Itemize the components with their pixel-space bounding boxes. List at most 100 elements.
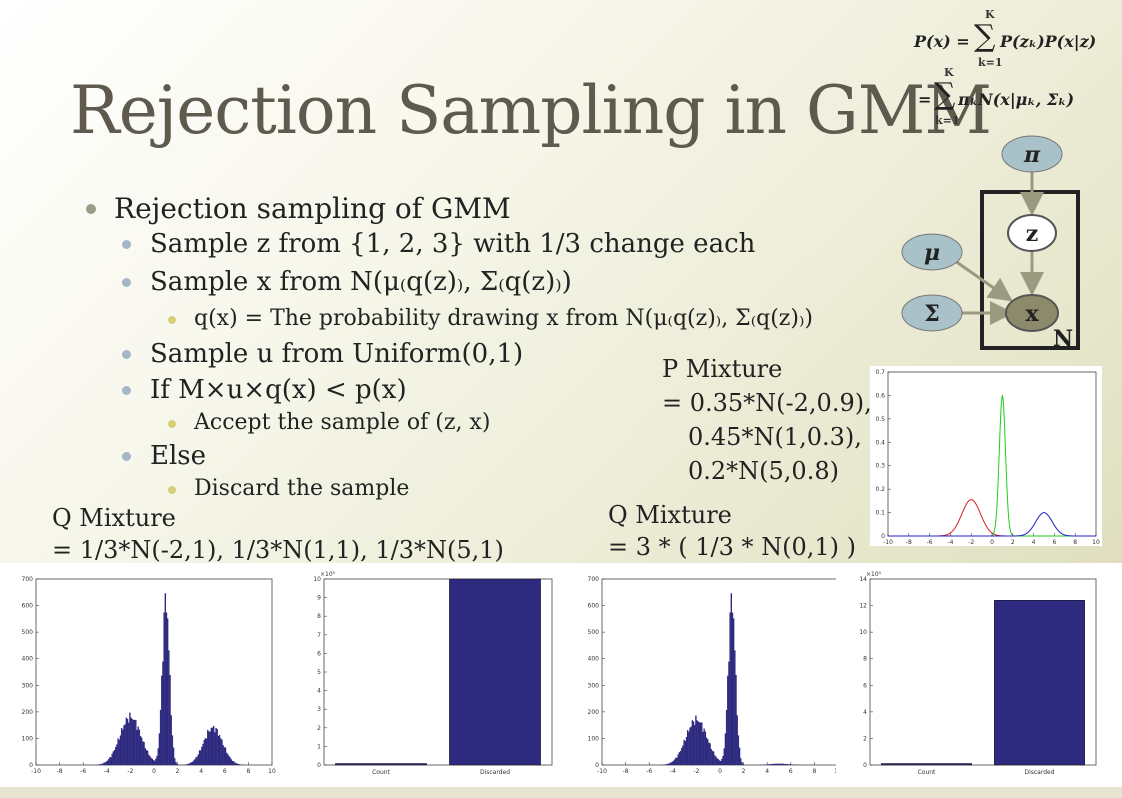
histogram-bar: [684, 741, 686, 765]
y-tick-label: 0.3: [875, 463, 885, 470]
histogram-bar: [678, 752, 681, 765]
histogram-bar: [105, 761, 107, 765]
plot-frame: [887, 371, 1097, 537]
formula-line1-right: P(zₖ)P(x|z): [1000, 32, 1097, 51]
histogram-bar: [786, 764, 788, 765]
q-mixture-right-formula: = 3 * ( 1/3 * N(0,1) ): [608, 533, 857, 561]
y-tick-label: 0: [863, 762, 867, 769]
node-pi: [1001, 135, 1063, 173]
graphical-model: π z μ Σ x N: [901, 135, 1080, 352]
node-x: [1005, 294, 1059, 332]
count-bar: [335, 763, 427, 766]
formula-line1-left: P(x) =: [914, 32, 970, 51]
category-label: Discarded: [1024, 769, 1054, 776]
histogram-bar: [664, 764, 666, 765]
y-tick-label: 0.6: [875, 392, 885, 399]
sum-symbol: ∑: [974, 19, 996, 54]
bullet-dot: [122, 350, 131, 359]
histogram-bar: [203, 740, 205, 765]
label-x: x: [1025, 301, 1039, 327]
label-mu: μ: [924, 240, 940, 266]
histogram-bar: [686, 730, 689, 765]
histogram-bar: [775, 763, 777, 765]
histogram-bar: [128, 722, 130, 765]
histogram-bar: [738, 747, 741, 765]
histogram-bar: [165, 612, 168, 765]
histogram-bar: [149, 756, 151, 765]
histogram-bar: [220, 738, 222, 765]
histogram-bar: [701, 722, 703, 765]
bullet-dot: [122, 386, 131, 395]
x-tick-label: 2: [742, 768, 746, 775]
x-tick-label: -2: [968, 539, 974, 546]
histogram-bar: [163, 612, 165, 765]
histogram-bar: [135, 719, 137, 765]
histogram-bar: [120, 728, 123, 765]
histogram-bar: [768, 764, 770, 765]
y-tick-label: 200: [22, 709, 34, 716]
x-tick-label: 2: [1011, 539, 1015, 546]
y-tick-label: 2: [863, 735, 867, 742]
histogram-bar: [211, 727, 214, 765]
histogram-bar: [150, 757, 152, 765]
histogram-bar: [139, 735, 142, 765]
histogram-bar: [104, 762, 106, 765]
p-mixture-chart: 0 0.1 0.2 0.3 0.4 0.5 0.6 0.7 -10 -8 -6 -4 -2 0 2 4 6 8 10: [870, 366, 1102, 546]
histogram-bar: [200, 750, 202, 765]
count-right-svg: 0 2 4 6 8 10 12 14×10⁵ Count Discarded: [859, 571, 1097, 776]
histogram-bar: [737, 735, 740, 765]
sum-top-1: K: [985, 8, 995, 21]
histogram-bar: [166, 618, 169, 765]
bullet-rejection-sampling: Rejection sampling of GMM: [114, 192, 511, 225]
histogram-bar: [188, 763, 190, 765]
bullet-dot: [122, 240, 131, 249]
histogram-bar: [783, 763, 786, 765]
histogram-bar: [691, 720, 694, 765]
x-tick-label: 6: [789, 768, 793, 775]
histogram-bar: [133, 719, 136, 765]
histogram-bar: [729, 612, 731, 765]
histogram-bar: [770, 764, 773, 765]
y-tick-label: 0: [317, 762, 321, 769]
histogram-bar: [130, 717, 132, 765]
histogram-bar: [204, 738, 207, 765]
histogram-bar: [666, 763, 669, 765]
y-tick-label: 7: [317, 632, 321, 639]
histogram-bar: [190, 762, 192, 765]
y-tick-label: 10: [859, 629, 867, 636]
histogram-bar: [201, 746, 203, 765]
formula-line2-right: πₖN(x|μₖ, Σₖ): [958, 90, 1075, 109]
histogram-bar: [125, 717, 128, 765]
bullet-sample-x: Sample x from N(μ₍q(z)₎, Σ₍q(z)₎): [150, 267, 572, 297]
p-mixture-svg: 0 0.1 0.2 0.3 0.4 0.5 0.6 0.7 -10 -8 -6 -4 -2 0 2 4 6 8 10: [875, 369, 1100, 546]
count-left-svg: 0 1 2 3 4 5 6 7 8 9 10×10⁵ Count Discarded: [313, 571, 553, 776]
histogram-bar: [237, 763, 240, 765]
bullet-dot: [168, 486, 176, 494]
histogram-bar: [681, 747, 683, 765]
y-tick-label: 300: [588, 682, 600, 689]
histogram-bar: [766, 764, 768, 765]
histogram-bar: [790, 764, 793, 765]
x-tick-label: -6: [80, 768, 86, 775]
x-tick-label: 10: [834, 768, 836, 775]
y-tick-label: 8: [317, 613, 321, 620]
label-z: z: [1026, 221, 1039, 247]
histogram-bar: [773, 763, 775, 765]
histogram-bar: [736, 715, 738, 765]
histogram-bar: [714, 755, 716, 765]
sum-symbol: ∑: [934, 77, 956, 112]
histogram-bar: [677, 754, 679, 765]
y-tick-label: 400: [588, 656, 600, 663]
histogram-bar: [174, 758, 176, 765]
histogram-bar: [222, 745, 224, 765]
histogram-bar: [782, 763, 784, 765]
plot-frame: [35, 578, 273, 766]
y-tick-label: 0.2: [875, 486, 885, 493]
bullet-sample-u: Sample u from Uniform(0,1): [150, 339, 524, 369]
histogram-bar: [692, 721, 695, 765]
histogram-bar: [146, 750, 149, 765]
histogram-bar: [682, 745, 684, 765]
y-tick-label: 500: [22, 629, 34, 636]
histogram-bar: [787, 764, 789, 765]
histogram-bar: [124, 724, 126, 765]
